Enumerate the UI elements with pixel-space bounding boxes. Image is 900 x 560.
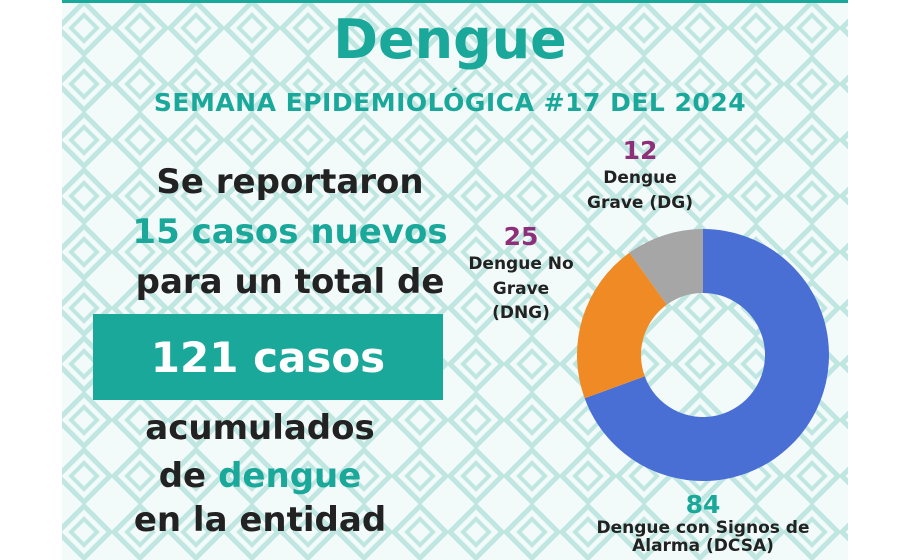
slice-label: 12 Dengue Grave (DG) xyxy=(580,136,700,215)
value-label: 12 xyxy=(622,136,658,165)
summary-line: en la entidad xyxy=(133,500,387,540)
value-label: 84 xyxy=(685,490,721,519)
title: Dengue xyxy=(333,8,567,71)
category-label: Dengue No Grave (DNG) xyxy=(468,254,574,324)
subtitle: SEMANA EPIDEMIOLÓGICA #17 DEL 2024 xyxy=(153,88,747,117)
category-label: Dengue Grave (DG) xyxy=(587,168,693,213)
category-label: Dengue con Signos de Alarma (DCSA) xyxy=(596,518,810,556)
total: 121 casos xyxy=(150,332,386,382)
value-label: 25 xyxy=(503,222,539,251)
summary-line: Se reportaron xyxy=(156,162,424,202)
total-box: 121 casos xyxy=(93,314,443,400)
donut-slice xyxy=(629,229,703,305)
donut-slice xyxy=(584,229,830,482)
summary-line: acumulados xyxy=(145,408,375,448)
summary-text: de xyxy=(158,456,207,496)
slice-label: 25 Dengue No Grave (DNG) xyxy=(461,222,581,326)
summary-line: de dengue xyxy=(40,456,480,496)
donut-slice xyxy=(576,252,667,399)
slice-label: 84 Dengue con Signos de Alarma (DCSA) xyxy=(583,490,823,556)
highlight: dengue xyxy=(218,456,362,496)
new-cases: 15 casos nuevos xyxy=(132,212,448,252)
summary-line: para un total de xyxy=(135,262,445,302)
